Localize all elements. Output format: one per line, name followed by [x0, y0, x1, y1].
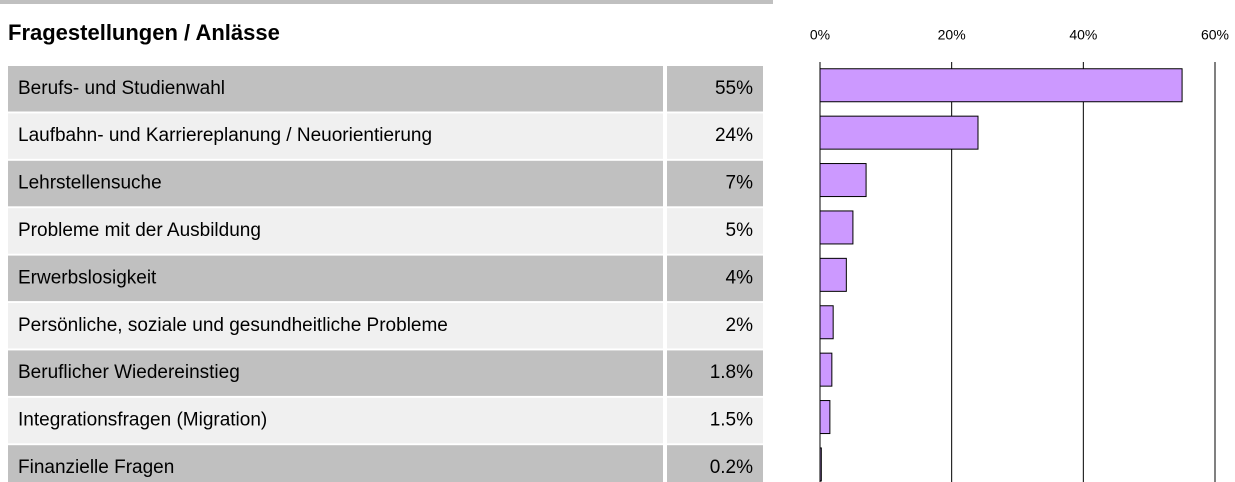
- bar: [819, 68, 1183, 103]
- value-label: 1.8%: [710, 362, 753, 383]
- top-rule: [0, 0, 773, 4]
- row-label: Finanzielle Fragen: [18, 457, 174, 478]
- row-value-cell: [667, 303, 763, 349]
- row-value-cell: [667, 397, 763, 444]
- row-label: Probleme mit der Ausbildung: [18, 220, 261, 241]
- bar: [819, 257, 847, 292]
- row-value-cell: [667, 255, 763, 302]
- row-value-cell: [667, 208, 763, 254]
- row-label: Berufs- und Studienwahl: [18, 78, 225, 99]
- bar: [819, 115, 979, 150]
- row-label-cell: [8, 160, 663, 207]
- bar: [819, 447, 822, 482]
- value-label: 1.5%: [710, 410, 753, 431]
- value-label: 55%: [715, 78, 753, 99]
- value-label: 4%: [726, 267, 754, 288]
- row-label: Erwerbslosigkeit: [18, 267, 157, 288]
- chart-title: Fragestellungen / Anlässe: [8, 20, 280, 45]
- bar: [819, 305, 834, 340]
- row-value-cell: [667, 66, 763, 112]
- bar: [819, 210, 854, 245]
- x-tick-label: 60%: [1201, 27, 1229, 43]
- value-label: 2%: [726, 315, 754, 336]
- row-label-cell: [8, 66, 663, 112]
- value-label: 5%: [726, 220, 754, 241]
- row-value-cell: [667, 113, 763, 159]
- x-tick-label: 20%: [938, 27, 966, 43]
- row-label-cell: [8, 350, 663, 396]
- row-label: Beruflicher Wiedereinstieg: [18, 362, 240, 383]
- row-label-cell: [8, 397, 663, 444]
- bar: [819, 163, 867, 198]
- row-label-cell: [8, 255, 663, 302]
- row-label: Integrationsfragen (Migration): [18, 410, 267, 431]
- value-label: 0.2%: [710, 457, 753, 478]
- row-label: Lehrstellensuche: [18, 173, 162, 194]
- value-label: 7%: [726, 173, 754, 194]
- row-value-cell: [667, 445, 763, 482]
- row-label-cell: [8, 303, 663, 349]
- row-label-cell: [8, 113, 663, 159]
- row-value-cell: [667, 160, 763, 207]
- x-tick-label: 40%: [1069, 27, 1097, 43]
- bar: [819, 352, 833, 387]
- bar: [819, 400, 831, 435]
- x-tick-label: 0%: [810, 27, 830, 43]
- row-label-cell: [8, 208, 663, 254]
- row-label: Laufbahn- und Karriereplanung / Neuorien…: [18, 125, 432, 146]
- row-value-cell: [667, 350, 763, 396]
- row-label-cell: [8, 445, 663, 482]
- row-label: Persönliche, soziale und gesundheitliche…: [18, 315, 448, 336]
- value-label: 24%: [715, 125, 753, 146]
